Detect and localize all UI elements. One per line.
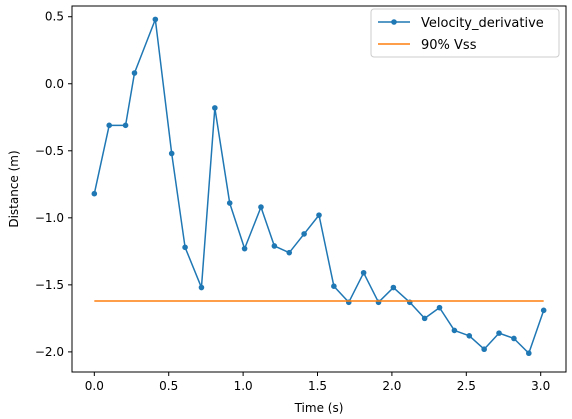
series-line-velocity-derivative bbox=[93, 18, 545, 354]
data-point-velocity-derivative bbox=[241, 245, 248, 252]
x-tick-label: 0.5 bbox=[159, 379, 178, 393]
data-point-velocity-derivative bbox=[316, 212, 322, 218]
data-point-velocity-derivative bbox=[271, 243, 278, 249]
data-point-velocity-derivative bbox=[466, 333, 473, 339]
data-point-velocity-derivative bbox=[152, 16, 159, 23]
data-point-velocity-derivative bbox=[451, 327, 458, 334]
plot-frame bbox=[71, 5, 567, 373]
x-tick-label: 1.0 bbox=[234, 379, 253, 393]
data-point-velocity-derivative bbox=[106, 122, 112, 129]
y-tick-label: 0.0 bbox=[45, 77, 64, 91]
x-tick-label: 0.0 bbox=[85, 379, 104, 393]
legend-label-90-vss: 90% Vss bbox=[421, 38, 477, 53]
legend-box bbox=[370, 8, 560, 58]
y-tick-label: −1.5 bbox=[35, 278, 64, 292]
x-axis-label: Time (s) bbox=[294, 401, 344, 415]
data-point-velocity-derivative bbox=[526, 350, 532, 357]
data-point-velocity-derivative bbox=[390, 284, 397, 291]
y-axis-ticks: 0.5 0.0 −0.5 −1.0 −1.5 −2.0 bbox=[35, 10, 72, 359]
legend: Velocity_derivative 90% Vss bbox=[370, 8, 560, 58]
legend-marker-velocity-derivative bbox=[391, 19, 397, 25]
x-tick-label: 3.0 bbox=[531, 379, 550, 393]
data-point-velocity-derivative bbox=[168, 150, 175, 157]
data-point-velocity-derivative bbox=[331, 283, 337, 289]
data-point-velocity-derivative bbox=[511, 335, 517, 342]
x-axis-ticks: 0.0 0.5 1.0 1.5 2.0 2.5 3.0 bbox=[85, 372, 550, 393]
legend-label-velocity-derivative: Velocity_derivative bbox=[421, 16, 544, 31]
data-point-velocity-derivative bbox=[496, 330, 502, 336]
data-point-velocity-derivative bbox=[182, 244, 188, 251]
y-tick-label: 0.5 bbox=[45, 10, 64, 24]
plot-area bbox=[91, 16, 547, 357]
data-point-velocity-derivative bbox=[436, 304, 443, 311]
y-tick-label: −0.5 bbox=[35, 144, 64, 158]
data-point-velocity-derivative bbox=[91, 190, 98, 197]
data-point-velocity-derivative bbox=[301, 231, 307, 237]
data-point-velocity-derivative bbox=[286, 249, 293, 256]
data-point-velocity-derivative bbox=[481, 346, 487, 353]
y-axis-label: Distance (m) bbox=[7, 150, 21, 227]
y-tick-label: −1.0 bbox=[35, 211, 64, 225]
x-tick-label: 1.5 bbox=[308, 379, 327, 393]
data-point-velocity-derivative bbox=[212, 105, 218, 111]
data-point-velocity-derivative bbox=[122, 122, 129, 129]
y-tick-label: −2.0 bbox=[35, 345, 64, 359]
data-point-velocity-derivative bbox=[360, 269, 367, 276]
data-point-velocity-derivative bbox=[226, 200, 233, 206]
data-point-velocity-derivative bbox=[540, 307, 547, 314]
data-point-velocity-derivative bbox=[421, 315, 428, 322]
data-point-velocity-derivative bbox=[198, 284, 205, 291]
data-point-velocity-derivative bbox=[131, 70, 138, 76]
x-tick-label: 2.5 bbox=[457, 379, 476, 393]
x-tick-label: 2.0 bbox=[382, 379, 401, 393]
data-point-velocity-derivative bbox=[258, 204, 264, 210]
